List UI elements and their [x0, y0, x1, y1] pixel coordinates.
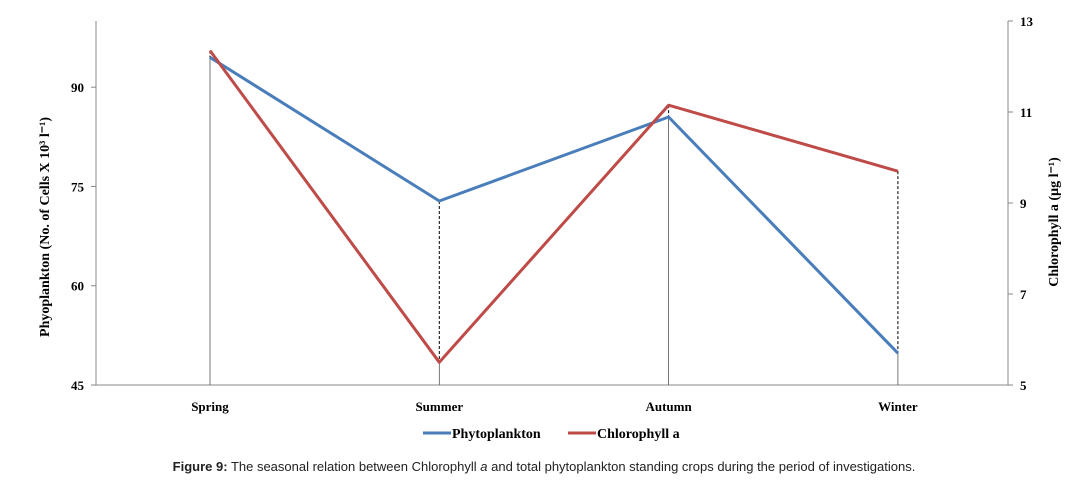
x-tick-label: Autumn [645, 399, 692, 414]
figure-caption: Figure 9: The seasonal relation between … [0, 459, 1088, 474]
legend: Phytoplankton Chlorophyll a [423, 427, 680, 442]
caption-label: Figure 9: [172, 459, 228, 474]
left-axis-title: Phyoplankton (No. of Cells X 10³ l⁻¹) [38, 117, 53, 337]
left-tick-label: 75 [71, 179, 85, 194]
left-axis-ticks: 45 60 75 90 [71, 80, 96, 393]
caption-text-after: and total phytoplankton standing crops d… [487, 459, 916, 474]
x-axis-ticks: Spring Summer Autumn Winter [191, 399, 918, 414]
left-tick-label: 60 [71, 279, 84, 294]
right-tick-label: 5 [1020, 378, 1027, 393]
left-tick-label: 90 [71, 80, 84, 95]
x-tick-label: Spring [191, 399, 229, 414]
legend-label: Phytoplankton [452, 427, 541, 442]
series-line-chlorophyll [208, 49, 899, 364]
right-tick-label: 13 [1020, 14, 1034, 29]
series-group [208, 49, 899, 364]
axis-titles: Phyoplankton (No. of Cells X 10³ l⁻¹) Chl… [38, 117, 1062, 337]
x-tick-label: Summer [415, 399, 463, 414]
x-tick-label: Winter [878, 399, 918, 414]
caption-italic: a [480, 459, 488, 474]
legend-label: Chlorophyll a [597, 427, 680, 442]
right-axis-title: Chlorophyll a (µg l⁻¹) [1047, 157, 1062, 287]
right-tick-label: 11 [1020, 105, 1032, 120]
right-axis-ticks: 5 7 9 11 13 [1008, 14, 1034, 393]
drop-lines [209, 50, 899, 385]
right-tick-label: 7 [1020, 287, 1027, 302]
plot-frame [95, 21, 1009, 386]
series-line-phytoplankton [209, 56, 899, 355]
right-tick-label: 9 [1020, 196, 1027, 211]
caption-text-before: The seasonal relation between Chlorophyl… [227, 459, 481, 474]
left-tick-label: 45 [71, 378, 85, 393]
